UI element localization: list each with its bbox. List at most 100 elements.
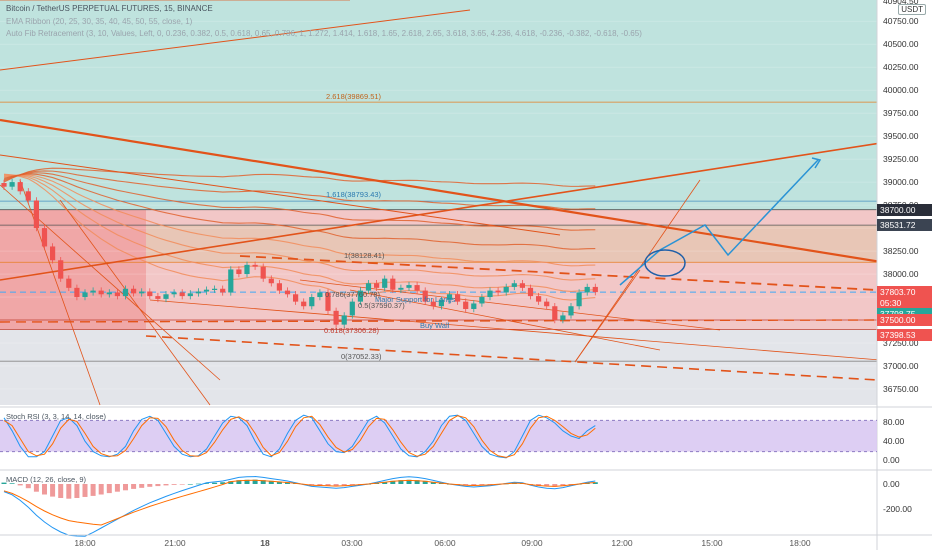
macd-bar [236,480,242,484]
macd-bar [187,484,193,485]
price-tick: 39250.00 [883,154,919,164]
candle-body [171,292,177,295]
macd-bar [114,484,120,492]
candle-body [341,315,347,325]
candle-body [527,287,534,297]
time-tick: 03:00 [341,538,363,548]
candle-body [276,283,282,291]
candle-body [317,292,323,298]
trend-line [574,179,701,363]
macd-bar [74,484,80,498]
macd-bar [17,484,23,486]
candle-body [479,297,485,304]
time-tick: 15:00 [701,538,723,548]
stoch-tick: 40.00 [883,436,905,446]
macd-bar [179,484,185,485]
legend-main: Bitcoin / TetherUS PERPETUAL FUTURES, 15… [6,4,213,13]
macd-bar [204,483,209,484]
time-tick: 21:00 [164,538,186,548]
candle-body [90,290,96,293]
annotation-major_support: Major Support for Longs [375,295,456,304]
left-zone [0,209,146,330]
annotation-fib_0618: 0.618(37306.28) [324,326,380,335]
ema-ribbon-line [3,167,596,187]
candle-body [195,291,201,294]
macd-bar [58,484,64,498]
price-tick: 40000.00 [883,85,919,95]
macd-bar [9,483,15,484]
candle-body [560,315,566,321]
price-axis-bg [877,0,932,550]
stoch-tick: 80.00 [883,417,905,427]
price-tick: 39500.00 [883,131,919,141]
currency-badge[interactable]: USDT [898,4,926,15]
candle-body [163,294,169,299]
price-tick: 40250.00 [883,62,919,72]
macd-bar [414,480,420,484]
candle-body [74,287,80,298]
price-tick: 39750.00 [883,108,919,118]
price-tag: 05:30 [877,297,932,309]
ema-ribbon-line [3,174,596,293]
dashed-support [145,335,878,381]
dashed-resistance [239,255,878,291]
candle-body [584,286,590,293]
stoch-tick: 0.00 [883,455,900,465]
macd-bar [228,481,234,484]
candle-body [228,269,234,293]
time-tick: 09:00 [521,538,543,548]
candle-body [349,301,355,316]
candle-body [414,285,420,291]
candle-body [252,264,258,267]
highlight-circle [644,249,686,277]
price-tag: 37500.00 [877,314,932,327]
trend-line [0,139,901,281]
macd-bar [1,482,7,484]
candle-body [284,290,291,295]
price-tick: 40500.00 [883,39,919,49]
stoch-k-line [3,414,596,459]
macd-bar [536,484,542,486]
macd-label: MACD (12, 26, close, 9) [6,475,87,484]
upper-zone [0,0,877,210]
price-tag: 37398.53 [877,329,932,341]
candle-body [82,292,88,298]
price-tick: 38000.00 [883,269,919,279]
macd-bar [422,480,428,484]
candle-body [592,286,598,293]
price-tag: 38531.72 [877,219,932,232]
annotation-fib_0786: 0.786(37760.78) [325,290,381,299]
macd-bar [123,484,128,491]
macd-bar [398,480,404,484]
candle-body [438,299,444,307]
candle-body [187,293,193,297]
candle-body [50,246,56,261]
price-tick: 39000.00 [883,177,919,187]
candle-body [260,266,266,279]
macd-bar [341,484,347,487]
macd-bar [592,482,598,484]
candle-body [131,288,137,294]
macd-bar [131,484,137,489]
candle-body [333,310,339,325]
price-tick-top: 40904.50 [883,0,919,6]
candle-body [446,294,453,300]
legend-auto-fib: Auto Fib Retracement (3, 10, Values, Lef… [6,29,642,38]
candle-body [390,278,396,290]
candle-body [268,278,274,284]
macd-bar [212,482,218,484]
trend-line [19,179,101,406]
price-tag: 38700.00 [877,203,932,216]
macd-bar [268,480,274,484]
candle-body [503,286,509,293]
annotation-buy_wall: Buy Wall [420,321,450,330]
ema-ribbon-line [3,174,596,267]
candle-body [406,285,412,288]
macd-bar [325,484,331,487]
trend-line [149,299,881,361]
candle-body [203,289,210,292]
candle-body [374,283,380,288]
stoch-band [0,420,877,452]
